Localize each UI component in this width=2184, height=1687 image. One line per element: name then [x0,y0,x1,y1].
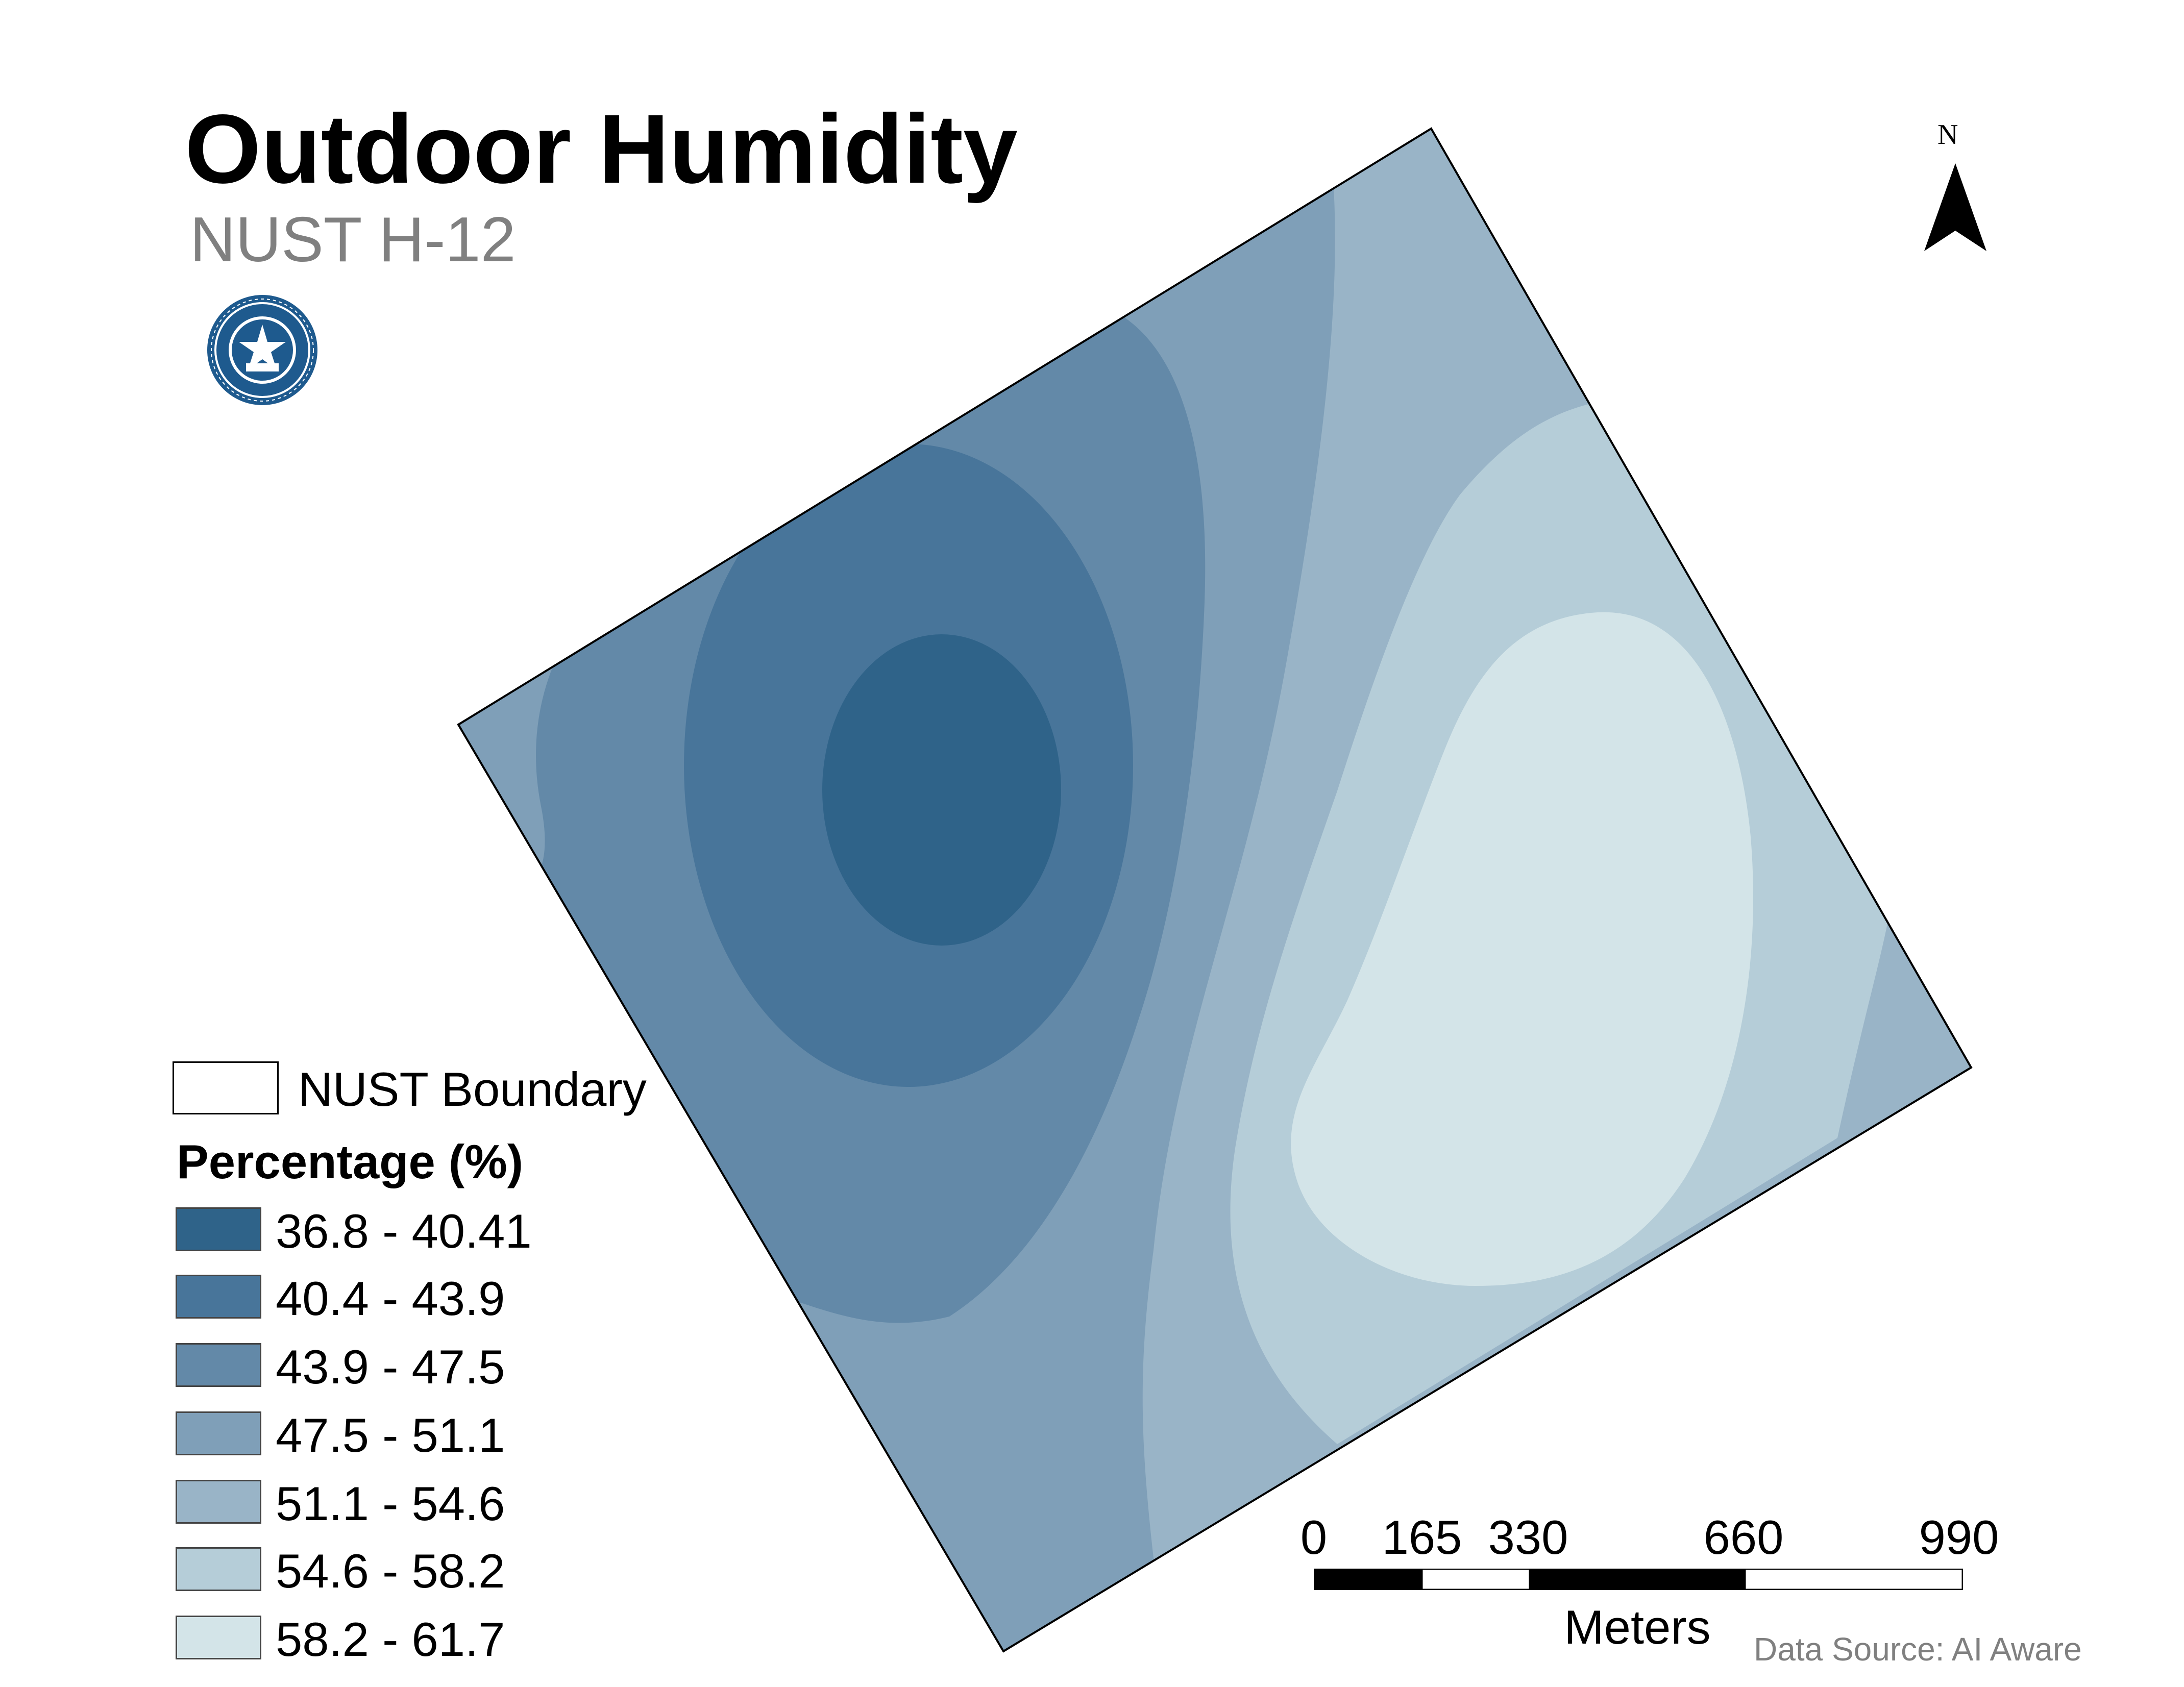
legend-class-label: 51.1 - 54.6 [276,1480,505,1528]
boundary-legend-label: NUST Boundary [298,1065,647,1113]
scale-tick-label: 660 [1704,1514,1784,1561]
north-arrow-icon [1924,163,1986,251]
scale-tick-label: 990 [1919,1514,1999,1561]
boundary-legend-swatch [173,1061,279,1114]
zone-36-8-40-41 [822,634,1061,946]
scale-bar [1314,1569,1963,1590]
map-title: Outdoor Humidity [185,100,1018,198]
legend-class-label: 43.9 - 47.5 [276,1343,505,1391]
legend-swatch [176,1616,261,1659]
legend-swatch [176,1275,261,1319]
legend-swatch [176,1207,261,1251]
legend-swatch [176,1411,261,1455]
legend-class-label: 47.5 - 51.1 [276,1411,505,1459]
legend-title: Percentage (%) [177,1138,523,1186]
legend-class-label: 40.4 - 43.9 [276,1275,505,1323]
scale-tick-label: 330 [1488,1514,1568,1561]
scale-unit-label: Meters [1564,1603,1710,1651]
scale-tick-label: 165 [1382,1514,1462,1561]
map-subtitle: NUST H-12 [190,208,516,271]
legend-swatch [176,1343,261,1387]
scale-tick-label: 0 [1300,1514,1327,1561]
university-seal-icon [205,293,320,407]
legend-class-label: 54.6 - 58.2 [276,1547,505,1595]
legend-class-label: 36.8 - 40.41 [276,1207,532,1255]
north-label: N [1937,120,1958,149]
data-source-note: Data Source: AI Aware [1754,1633,2082,1666]
legend-swatch [176,1547,261,1591]
legend-swatch [176,1480,261,1524]
legend-class-label: 58.2 - 61.7 [276,1616,505,1664]
